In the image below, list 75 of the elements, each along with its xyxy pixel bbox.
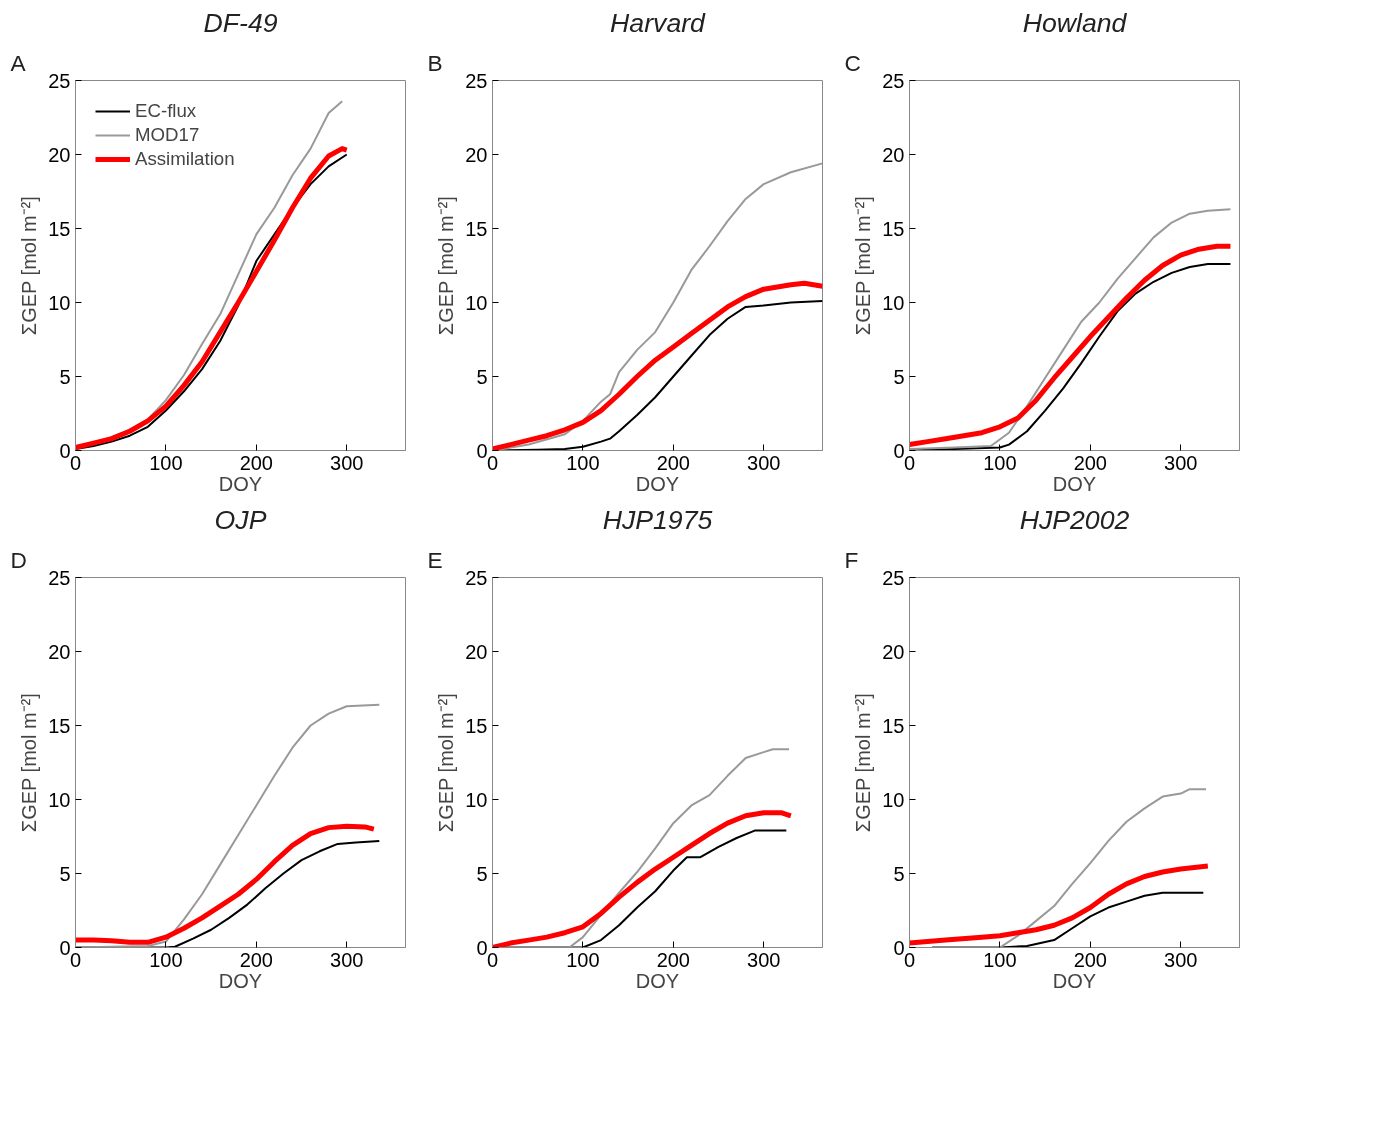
y-tick-label: 15: [48, 217, 71, 240]
x-tick-label: 300: [1164, 948, 1198, 971]
x-tick-label: 200: [656, 451, 691, 474]
y-tick-label: 20: [882, 143, 905, 166]
x-axis-title: DOY: [635, 472, 680, 495]
text: C: [844, 49, 861, 76]
chart-title: OJP: [214, 504, 267, 535]
y-tick-label: 5: [476, 862, 488, 885]
y-axis-title: ΣGEP [mol m⁻²]: [435, 196, 458, 336]
x-tick-label: 100: [149, 451, 183, 474]
chart-title: Harvard: [610, 7, 707, 38]
y-tick-label: 10: [882, 291, 905, 314]
x-tick-label: 200: [1073, 451, 1108, 474]
y-tick-label: 20: [48, 640, 71, 663]
chart-title: DF-49: [203, 7, 278, 38]
chart-title: HJP1975: [602, 504, 713, 535]
y-tick-label: 25: [882, 566, 905, 589]
y-tick-label: 15: [48, 714, 71, 737]
y-axis-title: ΣGEP [mol m⁻²]: [18, 196, 41, 336]
x-tick-label: 100: [566, 948, 600, 971]
x-tick-label: 200: [239, 451, 274, 474]
y-tick-label: 5: [893, 862, 905, 885]
x-tick-label: 300: [330, 948, 364, 971]
x-tick-label: 200: [656, 948, 691, 971]
y-tick-label: 10: [48, 291, 71, 314]
y-axis-title: ΣGEP [mol m⁻²]: [852, 693, 875, 833]
y-tick-label: 10: [882, 788, 905, 811]
y-tick-label: 20: [882, 640, 905, 663]
y-tick-label: 5: [476, 365, 488, 388]
x-axis-title: DOY: [1052, 969, 1097, 992]
x-tick-label: 100: [983, 451, 1017, 474]
x-axis-title: DOY: [218, 472, 263, 495]
y-tick-label: 20: [465, 143, 488, 166]
x-tick-label: 300: [747, 948, 781, 971]
y-tick-label: 25: [48, 566, 71, 589]
x-tick-label: 100: [983, 948, 1017, 971]
y-axis-title: ΣGEP [mol m⁻²]: [18, 693, 41, 833]
x-tick-label: 200: [239, 948, 274, 971]
chart-title: HJP2002: [1019, 504, 1130, 535]
y-tick-label: 5: [59, 365, 71, 388]
x-tick-label: 100: [566, 451, 600, 474]
y-tick-label: 15: [882, 714, 905, 737]
y-tick-label: 25: [465, 566, 488, 589]
y-tick-label: 10: [48, 788, 71, 811]
y-tick-label: 10: [465, 788, 488, 811]
y-tick-label: 25: [882, 69, 905, 92]
legend-label: EC-flux: [135, 100, 197, 122]
x-tick-label: 200: [1073, 948, 1108, 971]
text: E: [427, 546, 443, 573]
y-tick-label: 15: [465, 714, 488, 737]
y-tick-label: 10: [465, 291, 488, 314]
y-tick-label: 5: [59, 862, 71, 885]
legend-label: Assimilation: [135, 148, 235, 170]
x-axis-title: DOY: [1052, 472, 1097, 495]
chart-title: Howland: [1022, 7, 1128, 38]
y-tick-label: 20: [465, 640, 488, 663]
x-axis-title: DOY: [218, 969, 263, 992]
y-tick-label: 20: [48, 143, 71, 166]
x-tick-label: 300: [330, 451, 364, 474]
y-axis-title: ΣGEP [mol m⁻²]: [852, 196, 875, 336]
y-tick-label: 5: [893, 365, 905, 388]
y-tick-label: 15: [882, 217, 905, 240]
y-tick-label: 15: [465, 217, 488, 240]
text: A: [10, 49, 27, 76]
x-axis-title: DOY: [635, 969, 680, 992]
legend-label: MOD17: [135, 124, 200, 146]
text: F: [844, 546, 859, 573]
x-tick-label: 300: [747, 451, 781, 474]
y-tick-label: 25: [465, 69, 488, 92]
y-axis-title: ΣGEP [mol m⁻²]: [435, 693, 458, 833]
x-tick-label: 300: [1164, 451, 1198, 474]
text: B: [427, 49, 443, 76]
text: D: [10, 546, 27, 573]
x-tick-label: 100: [149, 948, 183, 971]
y-tick-label: 25: [48, 69, 71, 92]
